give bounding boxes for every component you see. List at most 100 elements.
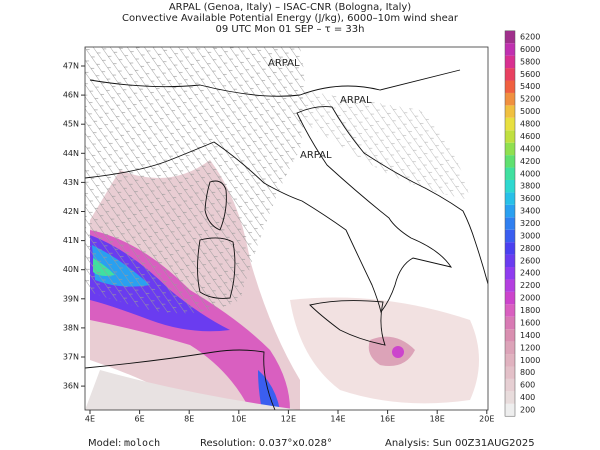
colorbar-swatch [505, 329, 515, 342]
watermark: ARPAL [268, 58, 300, 69]
colorbar-label: 5000 [520, 107, 540, 116]
y-tick-label: 44N [63, 149, 79, 158]
colorbar-label: 600 [520, 381, 535, 390]
colorbar-swatch [505, 68, 515, 81]
colorbar-label: 1800 [520, 306, 540, 315]
colorbar-swatch [505, 217, 515, 230]
colorbar-label: 1600 [520, 318, 540, 327]
colorbar-label: 4800 [520, 120, 540, 129]
colorbar-swatch [505, 204, 515, 218]
footer-model-label: Model: [88, 438, 121, 449]
colorbar-label: 6000 [520, 45, 540, 54]
colorbar-swatch [505, 378, 515, 392]
x-tick-label: 12E [281, 415, 296, 424]
colorbar-swatch [505, 267, 515, 280]
colorbar-label: 5600 [520, 70, 540, 79]
y-tick-label: 46N [63, 91, 79, 100]
colorbar-label: 2000 [520, 294, 540, 303]
coastline-corsica [204, 180, 227, 231]
x-tick-label: 6E [135, 415, 145, 424]
y-tick-label: 42N [63, 207, 79, 216]
title-line: 09 UTC Mon 01 SEP – τ = 33h [216, 24, 365, 35]
colorbar-swatch [505, 366, 515, 379]
colorbar-swatch [505, 229, 515, 243]
coastline [85, 106, 488, 314]
colorbar-swatch [505, 254, 515, 268]
colorbar-label: 1400 [520, 331, 540, 340]
watermark: ARPAL [300, 150, 332, 161]
colorbar-swatch [505, 291, 515, 305]
colorbar-label: 2600 [520, 256, 540, 265]
y-tick-label: 43N [63, 178, 79, 187]
colorbar-label: 3800 [520, 182, 540, 191]
colorbar-swatch [505, 192, 515, 205]
colorbar-label: 200 [520, 406, 535, 415]
colorbar-label: 4200 [520, 157, 540, 166]
colorbar-label: 5400 [520, 82, 540, 91]
colorbar-label: 3200 [520, 219, 540, 228]
colorbar-label: 800 [520, 368, 535, 377]
colorbar-label: 1000 [520, 356, 540, 365]
wind-barbs [85, 47, 305, 314]
x-tick-label: 16E [380, 415, 395, 424]
title-line: ARPAL (Genoa, Italy) – ISAC-CNR (Bologna… [169, 2, 411, 13]
colorbar-swatch [505, 92, 515, 106]
y-tick-label: 39N [63, 294, 79, 303]
colorbar-swatch [505, 105, 515, 118]
footer-resolution: Resolution: 0.037°x0.028° [200, 438, 332, 449]
colorbar-frame [504, 30, 516, 417]
x-tick-label: 20E [479, 415, 494, 424]
axes: 4E 6E 8E 10E 12E 14E 16E 18E 20E 47N 46N 45N 44N 43N 4… [63, 62, 495, 424]
colorbar-label: 4000 [520, 169, 540, 178]
x-tick-label: 18E [430, 415, 445, 424]
coastline-sardinia [197, 237, 236, 299]
map-field: ARPAL ARPAL ARPAL [85, 47, 488, 410]
colorbar-label: 400 [520, 393, 535, 402]
footer-analysis: Analysis: Sun 00Z31AUG2025 [385, 438, 535, 449]
colorbar-label: 2400 [520, 269, 540, 278]
title-line: Convective Available Potential Energy (J… [122, 13, 459, 24]
colorbar: 200 400 600 800 1000 1200 1400 1600 1800 2000 2200… [504, 30, 540, 417]
colorbar-label: 5800 [520, 57, 540, 66]
colorbar-swatch [505, 43, 515, 56]
colorbar-swatch [505, 242, 515, 255]
land-africa [85, 370, 300, 410]
y-tick-label: 37N [63, 353, 79, 362]
y-tick-label: 40N [63, 265, 79, 274]
colorbar-swatch [505, 167, 515, 180]
x-tick-label: 14E [330, 415, 345, 424]
wind-barbs [300, 90, 470, 200]
colorbar-swatch [505, 80, 515, 93]
colorbar-label: 4400 [520, 144, 540, 153]
colorbar-swatch [505, 179, 515, 193]
colorbar-swatch [505, 354, 515, 367]
x-tick-label: 8E [184, 415, 194, 424]
cape-area [392, 346, 404, 358]
footer-model: moloch [124, 438, 160, 449]
colorbar-label: 3400 [520, 207, 540, 216]
colorbar-label: 2200 [520, 281, 540, 290]
y-tick-label: 47N [63, 62, 79, 71]
colorbar-swatch [505, 304, 515, 317]
colorbar-swatch [505, 142, 515, 156]
y-tick-label: 38N [63, 323, 79, 332]
colorbar-label: 3600 [520, 194, 540, 203]
x-tick-label: 10E [231, 415, 246, 424]
colorbar-swatch [505, 30, 515, 44]
colorbar-label: 4600 [520, 132, 540, 141]
colorbar-swatch [505, 130, 515, 143]
y-tick-label: 41N [63, 236, 79, 245]
colorbar-swatch [505, 403, 515, 417]
colorbar-swatch [505, 391, 515, 404]
x-tick-label: 4E [85, 415, 95, 424]
colorbar-label: 1200 [520, 343, 540, 352]
colorbar-label: 3000 [520, 231, 540, 240]
border [89, 69, 461, 97]
colorbar-swatch [505, 155, 515, 168]
colorbar-label: 2800 [520, 244, 540, 253]
colorbar-swatch [505, 117, 515, 131]
watermark: ARPAL [340, 95, 372, 106]
colorbar-swatch [505, 55, 515, 69]
y-tick-label: 45N [63, 120, 79, 129]
